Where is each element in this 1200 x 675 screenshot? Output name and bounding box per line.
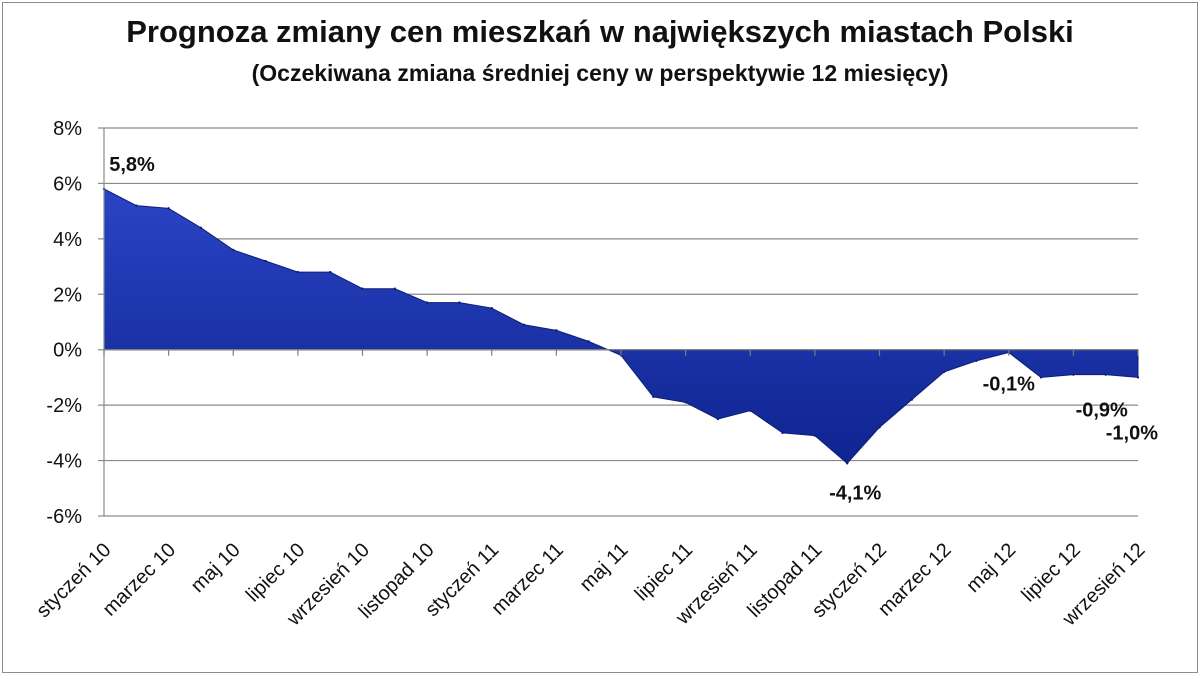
y-tick-label: -6% (46, 506, 82, 528)
y-tick-label: 2% (53, 284, 82, 306)
data-point (684, 401, 687, 404)
data-point (845, 462, 849, 465)
data-point (328, 270, 332, 274)
data-label: -4,1% (829, 482, 881, 504)
data-label: -0,9% (1076, 400, 1128, 422)
data-label: -0,1% (983, 373, 1035, 395)
data-point (522, 323, 526, 326)
data-point (199, 226, 203, 229)
x-tick-label: maj 10 (187, 539, 245, 597)
y-tick-label: -4% (46, 451, 82, 473)
x-tick-label: lipiec 12 (1017, 539, 1084, 606)
data-point (167, 207, 170, 210)
y-tick-label: 8% (53, 118, 82, 140)
x-tick-label: maj 12 (962, 539, 1020, 597)
y-tick-label: 4% (53, 229, 82, 251)
data-point (652, 395, 655, 399)
data-point (813, 434, 817, 437)
data-point (975, 359, 978, 362)
data-label: -1,0% (1106, 422, 1158, 444)
data-point (458, 301, 461, 304)
data-point (135, 204, 138, 207)
data-point (1072, 373, 1075, 376)
data-point (1104, 373, 1107, 376)
data-point (264, 259, 267, 263)
chart-title: Prognoza zmiany cen mieszkań w największ… (126, 14, 1074, 49)
data-point (393, 287, 397, 290)
data-point (749, 409, 752, 412)
data-point (587, 340, 590, 343)
x-tick-label: lipiec 10 (242, 539, 309, 606)
data-point (781, 431, 784, 435)
data-point (1136, 376, 1140, 379)
data-point (232, 248, 235, 252)
y-tick-label: 6% (53, 173, 82, 195)
data-point (490, 306, 493, 310)
data-point (1039, 376, 1043, 379)
data-point (425, 301, 429, 304)
data-point (878, 426, 881, 429)
data-point (716, 417, 720, 421)
y-tick-label: -2% (46, 395, 82, 417)
data-point (361, 287, 364, 290)
data-point (942, 370, 946, 374)
x-tick-label: maj 11 (576, 539, 633, 596)
series-area (103, 188, 1139, 464)
data-point (910, 398, 914, 401)
data-point (555, 329, 558, 332)
data-label: 5,8% (109, 154, 155, 176)
x-tick-label: lipiec 11 (631, 539, 697, 605)
data-point (296, 270, 300, 274)
y-tick-label: 0% (53, 340, 82, 362)
chart-subtitle: (Oczekiwana zmiana średniej ceny w persp… (251, 60, 949, 86)
